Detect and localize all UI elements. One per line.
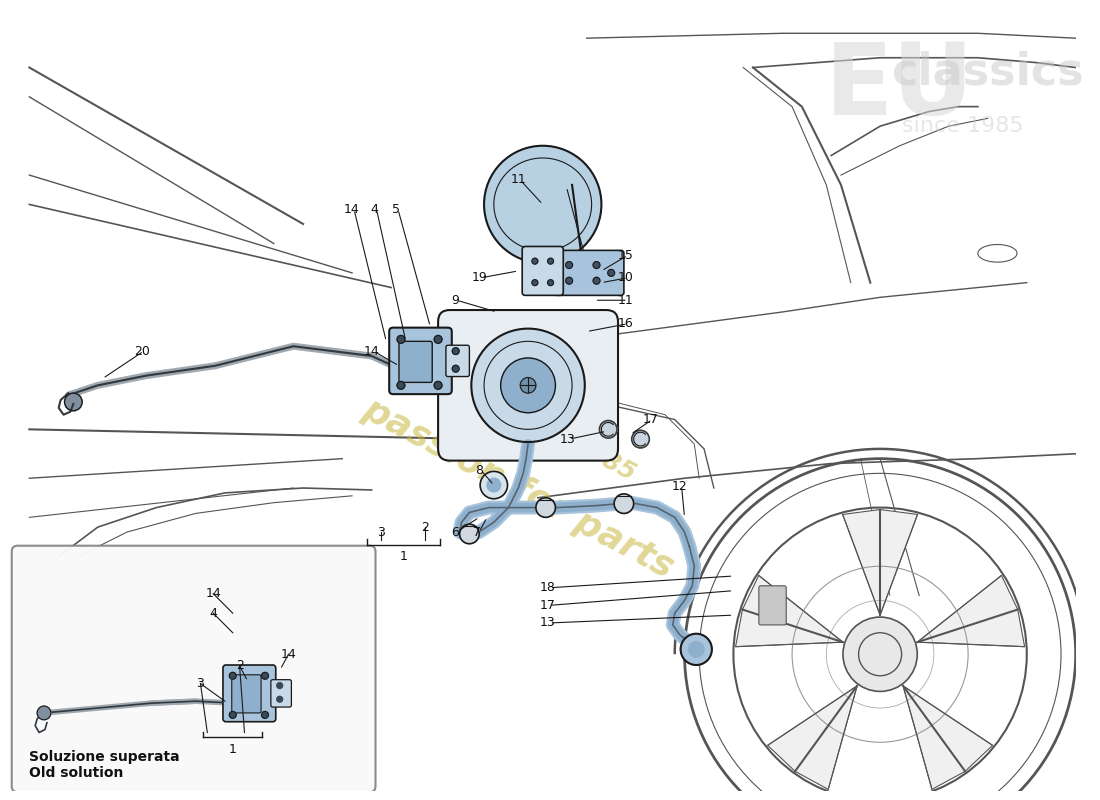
FancyBboxPatch shape [232,674,261,713]
Circle shape [397,382,405,390]
Text: 9: 9 [451,294,459,306]
Text: 7: 7 [473,526,481,538]
Text: 4: 4 [371,203,378,216]
Text: 3: 3 [377,526,385,538]
Text: 13: 13 [540,617,556,630]
Circle shape [262,711,268,718]
Circle shape [484,146,602,263]
Circle shape [520,378,536,393]
Polygon shape [903,686,992,790]
Circle shape [277,696,283,702]
Circle shape [262,672,268,679]
Circle shape [548,280,553,286]
Polygon shape [917,575,1024,646]
FancyBboxPatch shape [12,546,375,792]
Circle shape [593,278,600,284]
Circle shape [600,421,617,438]
Circle shape [593,262,600,269]
Text: 15: 15 [618,249,634,262]
Text: 2: 2 [235,659,243,673]
FancyBboxPatch shape [389,328,452,394]
Text: 17: 17 [642,413,658,426]
Circle shape [500,358,556,413]
Text: 4: 4 [209,606,217,620]
Text: 1: 1 [229,742,236,756]
Text: since 1985: since 1985 [495,393,639,486]
Circle shape [532,280,538,286]
Text: 14: 14 [206,587,221,600]
Circle shape [532,258,538,264]
Text: 13: 13 [559,433,575,446]
Text: EU: EU [825,38,975,135]
Circle shape [277,682,283,689]
Circle shape [608,270,615,276]
Text: 19: 19 [471,271,487,284]
Text: Old solution: Old solution [30,766,123,779]
FancyBboxPatch shape [446,346,470,377]
Circle shape [37,706,51,720]
Text: 5: 5 [392,203,400,216]
Circle shape [434,335,442,343]
Circle shape [536,498,556,518]
Text: 14: 14 [364,345,380,358]
FancyBboxPatch shape [438,310,618,461]
Text: 14: 14 [344,203,360,216]
Text: 1: 1 [400,550,408,563]
Circle shape [565,262,573,269]
Polygon shape [843,510,917,615]
Circle shape [229,711,236,718]
Circle shape [631,430,649,448]
Text: 11: 11 [618,294,634,306]
Circle shape [471,329,585,442]
Circle shape [452,348,459,354]
Text: 12: 12 [672,479,688,493]
FancyBboxPatch shape [223,665,276,722]
Text: passion for parts: passion for parts [358,391,680,585]
Circle shape [689,642,704,657]
Circle shape [614,494,634,514]
Circle shape [487,478,500,492]
FancyBboxPatch shape [759,586,786,625]
Circle shape [548,258,553,264]
Circle shape [565,278,573,284]
Polygon shape [736,575,843,646]
Circle shape [681,634,712,665]
Text: 2: 2 [421,521,429,534]
Text: Soluzione superata: Soluzione superata [30,750,180,764]
Circle shape [452,366,459,372]
FancyBboxPatch shape [271,680,292,707]
Text: 16: 16 [618,318,634,330]
Circle shape [460,524,480,544]
Text: 3: 3 [197,677,205,690]
FancyBboxPatch shape [522,246,563,295]
Text: 20: 20 [134,345,150,358]
Text: classics: classics [891,51,1084,94]
Text: since 1985: since 1985 [902,116,1024,136]
Text: 18: 18 [540,582,556,594]
Polygon shape [768,686,857,790]
Text: 6: 6 [451,526,459,538]
Circle shape [843,617,917,691]
Circle shape [480,471,507,498]
Text: 8: 8 [475,464,483,477]
FancyBboxPatch shape [399,342,432,382]
Circle shape [397,335,405,343]
Text: 10: 10 [618,271,634,284]
Text: 14: 14 [280,648,296,661]
Circle shape [65,393,82,410]
FancyBboxPatch shape [554,250,624,295]
Circle shape [229,672,236,679]
Text: 17: 17 [540,599,556,612]
Circle shape [434,382,442,390]
Text: 11: 11 [510,174,526,186]
